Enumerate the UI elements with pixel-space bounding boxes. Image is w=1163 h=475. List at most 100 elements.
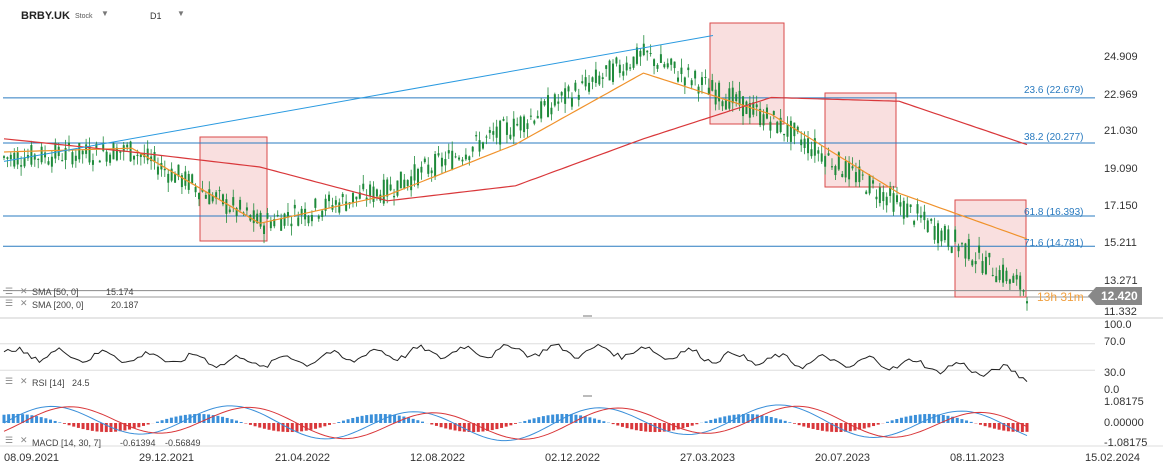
macd-histogram-bar bbox=[500, 423, 504, 428]
macd-histogram-bar bbox=[407, 417, 411, 423]
macd-histogram-bar bbox=[527, 419, 531, 423]
macd-histogram-bar bbox=[751, 414, 755, 423]
macd-histogram-bar bbox=[569, 414, 573, 423]
candle-body bbox=[273, 218, 276, 227]
macd-histogram-bar bbox=[397, 415, 401, 423]
candle-body bbox=[447, 150, 450, 154]
date-axis: 08.09.2021 29.12.2021 21.04.2022 12.08.2… bbox=[4, 452, 1140, 464]
date-tick: 08.11.2023 bbox=[950, 452, 1004, 464]
candle-body bbox=[324, 198, 327, 211]
macd-histogram-bar bbox=[341, 420, 345, 423]
macd-histogram-bar bbox=[53, 420, 57, 423]
timeframe-selector[interactable]: D1 bbox=[150, 11, 162, 21]
macd-histogram-bar bbox=[695, 423, 699, 425]
candle-body bbox=[557, 101, 560, 104]
macd-histogram-bar bbox=[197, 413, 201, 423]
candle-body bbox=[208, 189, 211, 205]
candle-body bbox=[666, 63, 669, 68]
rsi-legend[interactable]: ☰ ✕ RSI [14] 24.5 bbox=[5, 376, 90, 388]
rsi-tick: 70.0 bbox=[1104, 336, 1125, 348]
sma200-legend[interactable]: ☰ ✕ SMA [200, 0] 20.187 bbox=[5, 298, 139, 310]
macd-histogram-bar bbox=[290, 423, 294, 433]
macd-histogram-bar bbox=[58, 422, 62, 423]
macd-histogram-bar bbox=[769, 417, 773, 423]
macd-histogram-bar bbox=[886, 421, 889, 423]
candle-body bbox=[451, 150, 454, 170]
candle-body bbox=[300, 208, 303, 216]
fibonacci-levels bbox=[3, 97, 1095, 292]
macd-histogram-bar bbox=[774, 418, 778, 423]
macd-histogram-bar bbox=[704, 421, 708, 423]
macd-histogram-bar bbox=[537, 417, 541, 423]
candle-body bbox=[581, 81, 584, 84]
candle-body bbox=[71, 152, 74, 165]
candle-body bbox=[940, 230, 943, 242]
macd-histogram-bar bbox=[188, 414, 192, 423]
macd-histogram-bar bbox=[248, 423, 252, 425]
macd-histogram-bar bbox=[179, 415, 183, 423]
macd-histogram-bar bbox=[718, 417, 722, 423]
macd-tick: 0.00000 bbox=[1104, 417, 1144, 429]
candle-body bbox=[105, 151, 108, 162]
candle-body bbox=[263, 225, 266, 235]
macd-histogram-bar bbox=[509, 423, 513, 426]
macd-histogram-bar bbox=[630, 423, 634, 430]
trendline[interactable] bbox=[3, 35, 714, 162]
macd-histogram-bar bbox=[1002, 423, 1006, 431]
candle-body bbox=[365, 197, 368, 201]
macd-histogram-bar bbox=[62, 423, 66, 424]
fib-label-23-6: 23.6 (22.679) bbox=[1024, 85, 1084, 96]
candle-body bbox=[547, 95, 550, 117]
candle-body bbox=[659, 54, 662, 63]
candle-body bbox=[567, 86, 570, 92]
candle-body bbox=[882, 192, 885, 202]
candle-body bbox=[290, 223, 293, 227]
symbol-dropdown-icon[interactable]: ▼ bbox=[101, 9, 109, 18]
candle-body bbox=[252, 210, 255, 224]
macd-histogram-bar bbox=[272, 423, 276, 431]
macd-histogram-bar bbox=[1025, 423, 1029, 432]
moving-averages bbox=[3, 72, 1028, 240]
macd-histogram-bar bbox=[662, 423, 666, 432]
candle-body bbox=[776, 121, 779, 134]
candle-body bbox=[995, 276, 998, 283]
symbol-name[interactable]: BRBY.UK bbox=[21, 10, 70, 22]
candle-body bbox=[399, 171, 402, 189]
candle-body bbox=[126, 144, 129, 148]
macd-histogram-bar bbox=[755, 414, 759, 423]
timeframe-dropdown-icon[interactable]: ▼ bbox=[177, 9, 185, 18]
candle-body bbox=[824, 156, 827, 167]
macd-histogram-bar bbox=[328, 423, 331, 425]
candle-body bbox=[198, 192, 201, 200]
macd-histogram-bar bbox=[997, 423, 1001, 430]
candle-body bbox=[502, 119, 505, 121]
current-price-label: 12.420 bbox=[1101, 289, 1138, 303]
price-tick: 15.211 bbox=[1104, 237, 1137, 249]
candle-body bbox=[297, 217, 300, 226]
candle-body bbox=[902, 200, 905, 219]
candle-body bbox=[642, 43, 645, 56]
price-tick: 13.271 bbox=[1104, 275, 1138, 287]
candle-body bbox=[728, 88, 731, 109]
macd-legend[interactable]: ☰ ✕ MACD [14, 30, 7] -0.61394 -0.56849 bbox=[5, 435, 201, 448]
price-tick: 22.969 bbox=[1104, 89, 1138, 101]
candle-body bbox=[943, 225, 946, 241]
candle-body bbox=[362, 183, 365, 190]
candle-body bbox=[386, 179, 389, 197]
macd-histogram-bar bbox=[193, 414, 197, 423]
candle-body bbox=[437, 153, 440, 156]
macd-histogram-bar bbox=[416, 420, 420, 423]
macd-histogram-bar bbox=[360, 415, 364, 423]
macd-histogram-bar bbox=[314, 423, 318, 429]
macd-histogram-bar bbox=[476, 423, 480, 432]
macd-value-1: -0.61394 bbox=[120, 438, 156, 448]
candle-body bbox=[704, 76, 707, 78]
candle-body bbox=[779, 117, 782, 133]
macd-histogram-bar bbox=[639, 423, 643, 431]
rsi-label: RSI [14] bbox=[32, 378, 65, 388]
macd-histogram-bar bbox=[923, 414, 927, 423]
macd-histogram-bar bbox=[937, 414, 941, 423]
sma50-legend[interactable]: ☰ ✕ SMA [50, 0] 15.174 bbox=[5, 286, 134, 297]
candle-body bbox=[714, 89, 717, 105]
